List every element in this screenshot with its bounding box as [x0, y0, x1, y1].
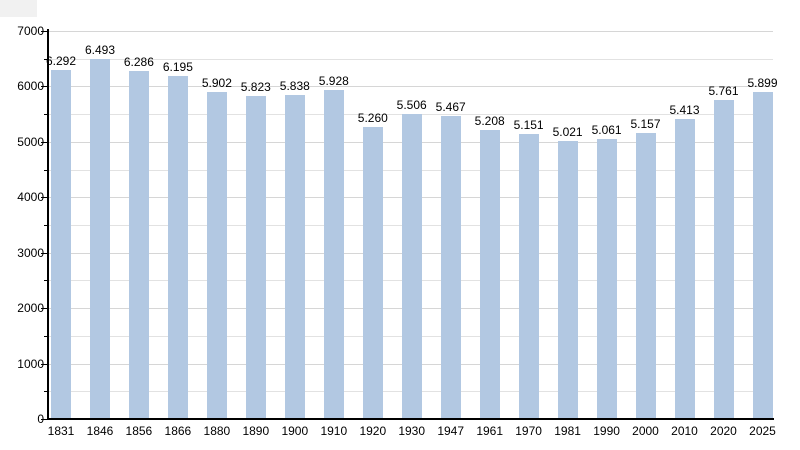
bar-2010: [674, 119, 695, 419]
y-tick-minor: [44, 114, 48, 115]
x-tick-label: 1890: [242, 424, 270, 438]
top-left-gray-box: [0, 0, 37, 17]
bar-value-label: 5.157: [630, 117, 661, 132]
y-tick-label: 1000: [17, 357, 44, 371]
x-tick-label: 1930: [398, 424, 426, 438]
x-tick-label: 1990: [593, 424, 620, 438]
y-tick-label: 7000: [17, 24, 44, 38]
bar-value-label: 5.061: [591, 122, 622, 137]
bar-1846: [90, 59, 110, 419]
y-gridline-major: [49, 86, 773, 87]
y-gridline-minor: [49, 59, 773, 60]
y-axis-line: [47, 29, 49, 420]
bar-1947: [440, 116, 461, 419]
y-tick-minor: [44, 225, 48, 226]
bar-1831: [51, 70, 71, 419]
y-tick-minor: [44, 170, 48, 171]
x-tick-label: 2010: [671, 424, 698, 438]
x-tick-label: 1846: [86, 424, 114, 438]
y-tick-label: 3000: [17, 246, 44, 260]
bar-value-label: 5.928: [318, 74, 349, 89]
y-tick-major: [41, 86, 48, 87]
y-tick-major: [41, 142, 48, 143]
y-tick-label: 0: [37, 412, 44, 426]
x-tick-label: 1831: [47, 424, 75, 438]
y-tick-major: [41, 364, 48, 365]
bar-value-label: 5.260: [357, 111, 388, 126]
x-tick-label: 1866: [164, 424, 192, 438]
y-tick-minor: [44, 391, 48, 392]
bar-1866: [167, 75, 188, 419]
x-tick-label: 1961: [476, 424, 504, 438]
x-tick-label: 1920: [359, 424, 387, 438]
y-tick-major: [41, 419, 48, 420]
bar-1880: [206, 91, 227, 419]
x-tick-label: 1910: [320, 424, 348, 438]
bar-1890: [245, 96, 266, 419]
bar-1981: [557, 140, 578, 419]
bar-value-label: 5.899: [747, 76, 778, 90]
y-tick-major: [41, 197, 48, 198]
y-tick-minor: [44, 280, 48, 281]
bar-value-label: 5.823: [240, 80, 271, 95]
bar-value-label: 6.195: [162, 59, 193, 74]
x-axis-line: [47, 418, 774, 420]
bar-1900: [284, 95, 305, 419]
bar-2000: [635, 133, 656, 419]
x-tick-label: 2000: [632, 424, 659, 438]
y-tick-label: 6000: [17, 79, 44, 93]
bar-value-label: 5.021: [552, 124, 583, 139]
x-tick-label: 1981: [554, 424, 581, 438]
y-tick-minor: [44, 59, 48, 60]
x-tick-label: 1970: [515, 424, 542, 438]
bar-1970: [518, 133, 539, 419]
bar-1856: [128, 70, 149, 419]
x-tick-label: 2025: [749, 424, 776, 438]
bar-value-label: 5.413: [669, 103, 700, 117]
bar-value-label: 5.506: [396, 97, 427, 112]
bar-value-label: 5.208: [474, 114, 505, 129]
y-tick-label: 4000: [17, 190, 44, 204]
bar-1930: [401, 113, 422, 419]
x-tick-label: 1880: [203, 424, 231, 438]
bar-1910: [323, 90, 344, 419]
bar-value-label: 5.902: [201, 75, 232, 90]
bar-2025: [752, 92, 773, 419]
bar-1990: [596, 138, 617, 419]
y-tick-major: [41, 253, 48, 254]
bar-value-label: 6.286: [123, 54, 154, 69]
x-tick-label: 1900: [281, 424, 309, 438]
bar-value-label: 6.493: [84, 43, 116, 58]
bar-1961: [479, 130, 500, 419]
x-tick-label: 2020: [710, 424, 737, 438]
x-tick-label: 1947: [437, 424, 465, 438]
bar-value-label: 5.467: [435, 100, 466, 114]
bar-value-label: 5.761: [708, 83, 739, 98]
x-tick-label: 1856: [125, 424, 153, 438]
y-tick-label: 5000: [17, 135, 44, 149]
y-tick-minor: [44, 336, 48, 337]
bar-1920: [362, 127, 383, 419]
y-gridline-major: [49, 31, 773, 32]
bar-value-label: 6.292: [45, 54, 77, 69]
bar-value-label: 5.838: [279, 79, 310, 94]
y-tick-major: [41, 31, 48, 32]
bar-2020: [713, 99, 734, 419]
y-tick-label: 2000: [17, 301, 44, 315]
y-tick-major: [41, 308, 48, 309]
bar-value-label: 5.151: [513, 117, 544, 132]
